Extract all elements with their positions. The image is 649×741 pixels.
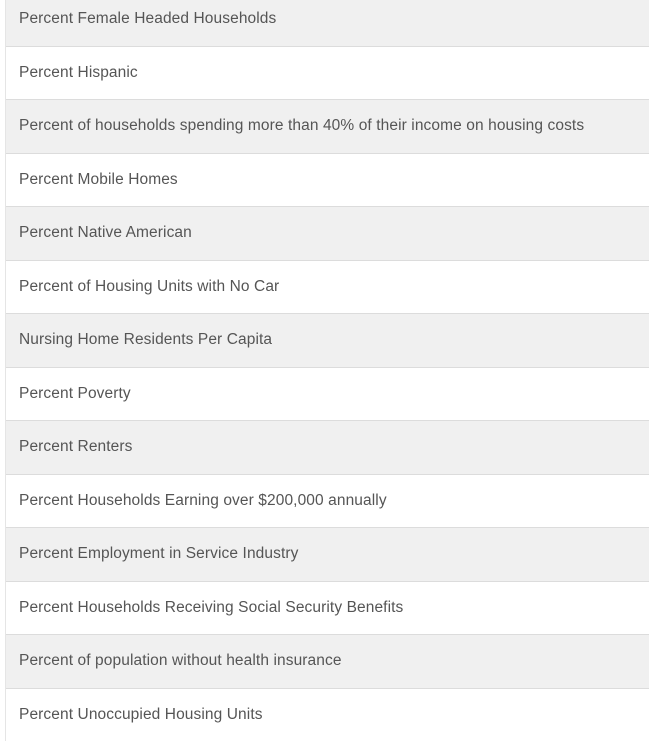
list-item[interactable]: Percent of households spending more than… — [6, 100, 649, 154]
list-item[interactable]: Percent Native American — [6, 207, 649, 261]
list-item-label: Nursing Home Residents Per Capita — [19, 331, 273, 349]
list-item[interactable]: Nursing Home Residents Per Capita — [6, 314, 649, 368]
list-item-label: Percent Native American — [19, 224, 192, 242]
list-item-label: Percent of households spending more than… — [19, 117, 585, 135]
list-item[interactable]: Percent Renters — [6, 421, 649, 475]
list-item[interactable]: Percent Unoccupied Housing Units — [6, 688, 649, 741]
list-item-label: Percent Unoccupied Housing Units — [19, 705, 263, 723]
list-item-label: Percent Households Receiving Social Secu… — [19, 598, 404, 616]
list-item[interactable]: Percent of population without health ins… — [6, 635, 649, 689]
list-item[interactable]: Percent Female Headed Households — [6, 0, 649, 47]
list-item-label: Percent Renters — [19, 438, 133, 456]
list-item-label: Percent Hispanic — [19, 63, 138, 81]
list-item[interactable]: Percent Poverty — [6, 367, 649, 421]
list-item[interactable]: Percent Employment in Service Industry — [6, 528, 649, 582]
list-item-label: Percent of Housing Units with No Car — [19, 277, 280, 295]
list-item-label: Percent Poverty — [19, 384, 131, 402]
variable-list: Percent Female Headed Households Percent … — [5, 0, 649, 741]
list-item[interactable]: Percent Hispanic — [6, 46, 649, 100]
list-item[interactable]: Percent Mobile Homes — [6, 153, 649, 207]
list-item[interactable]: Percent Households Earning over $200,000… — [6, 474, 649, 528]
list-item[interactable]: Percent of Housing Units with No Car — [6, 260, 649, 314]
list-item-label: Percent Mobile Homes — [19, 170, 178, 188]
list-item[interactable]: Percent Households Receiving Social Secu… — [6, 581, 649, 635]
list-item-label: Percent Households Earning over $200,000… — [19, 491, 387, 509]
list-item-label: Percent of population without health ins… — [19, 652, 342, 670]
list-item-label: Percent Female Headed Households — [19, 10, 277, 28]
list-item-label: Percent Employment in Service Industry — [19, 545, 299, 563]
